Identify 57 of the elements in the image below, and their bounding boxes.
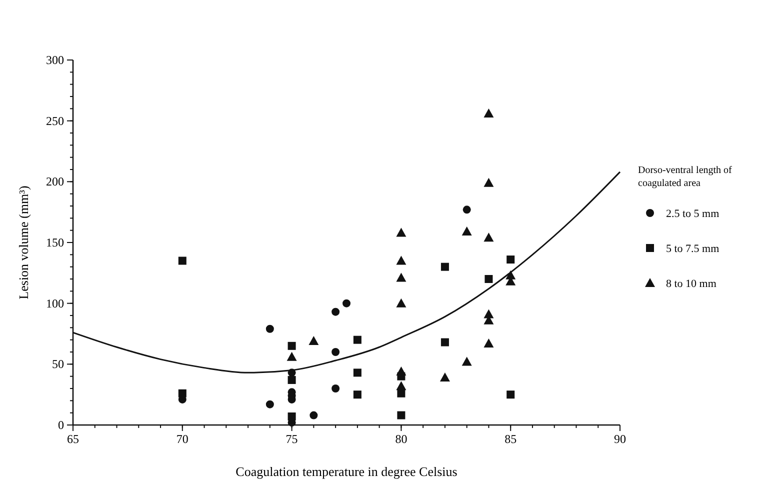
point (484, 178, 494, 187)
point (440, 262, 449, 271)
point (288, 342, 296, 350)
point (484, 275, 493, 283)
x-tick-label: 80 (395, 432, 408, 446)
legend-label: 2.5 to 5 mm (666, 208, 720, 220)
point (332, 348, 340, 356)
point (397, 411, 406, 420)
point (288, 376, 296, 384)
legend-title: Dorso-ventral length of coagulated area (638, 165, 733, 189)
y-tick-label: 300 (46, 53, 64, 67)
point (353, 336, 362, 344)
x-tick-label: 90 (614, 432, 626, 446)
point (397, 389, 406, 398)
point (342, 299, 350, 308)
point (396, 228, 406, 237)
point (396, 298, 406, 308)
point (353, 390, 362, 399)
point (484, 108, 494, 118)
legend-label: 5 to 7.5 mm (666, 243, 720, 255)
point (266, 400, 274, 408)
y-tick-label: 150 (46, 236, 64, 250)
point (506, 256, 515, 264)
point (310, 411, 318, 420)
y-tick-label: 0 (58, 418, 64, 432)
point (440, 372, 450, 382)
x-tick-label: 65 (67, 432, 79, 446)
point (332, 308, 340, 316)
point (308, 336, 319, 346)
y-tick-label: 50 (52, 357, 64, 372)
point (286, 352, 297, 361)
point (484, 338, 494, 348)
legend-label: 8 to 10 mm (666, 278, 717, 290)
x-axis-title: Coagulation temperature in degree Celsius (236, 464, 458, 479)
point (178, 389, 186, 398)
point (396, 381, 406, 390)
point (506, 390, 515, 399)
point (396, 272, 406, 282)
point (462, 356, 472, 366)
x-tick-label: 70 (176, 432, 188, 446)
point (484, 232, 494, 242)
point (178, 256, 186, 265)
point (266, 324, 274, 333)
y-tick-label: 100 (46, 296, 64, 310)
point (288, 412, 296, 420)
x-tick-label: 75 (286, 432, 298, 446)
point (332, 384, 340, 392)
x-tick-label: 85 (504, 432, 517, 446)
point (462, 206, 471, 214)
point (462, 226, 472, 236)
point (396, 366, 406, 376)
point (440, 338, 449, 346)
point (396, 256, 406, 265)
y-tick-label: 250 (46, 114, 64, 128)
y-tick-label: 200 (46, 174, 64, 189)
point (353, 368, 362, 377)
y-axis-title: Lesion volume (mm³) (16, 186, 31, 300)
